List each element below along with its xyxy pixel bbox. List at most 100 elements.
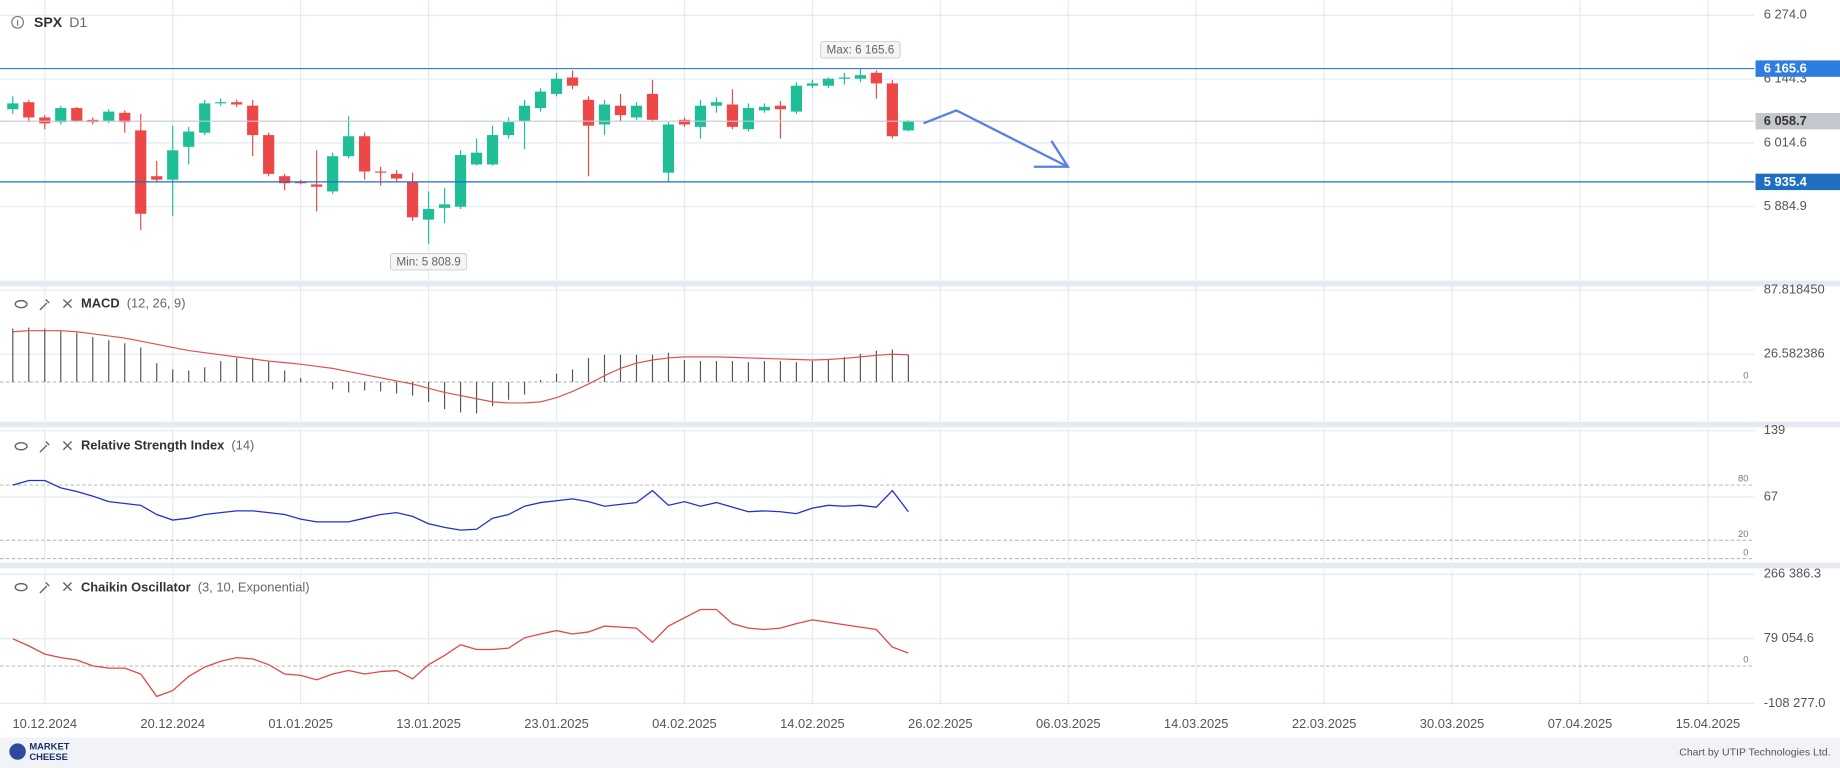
candle-body bbox=[582, 99, 595, 126]
candle-body bbox=[343, 136, 355, 157]
indicator-title: Relative Strength Index bbox=[81, 438, 225, 453]
candle-body bbox=[231, 102, 243, 105]
x-tick-label: 26.02.2025 bbox=[908, 716, 973, 731]
annotation-label: Max: 6 165.6 bbox=[827, 43, 895, 56]
footer-bar bbox=[0, 737, 1840, 768]
x-tick-label: 10.12.2024 bbox=[12, 716, 77, 731]
price-level-label: 6 165.6 bbox=[1764, 61, 1807, 76]
candle-body bbox=[199, 103, 211, 133]
candle-body bbox=[55, 108, 67, 123]
panel-separator bbox=[0, 421, 1840, 428]
close-icon[interactable] bbox=[62, 581, 73, 592]
candle-body bbox=[630, 105, 643, 118]
x-tick-label: 14.03.2025 bbox=[1164, 716, 1229, 731]
candle-body bbox=[886, 83, 898, 137]
candle-body bbox=[694, 105, 707, 127]
candle-body bbox=[311, 184, 323, 187]
indicator-params: (14) bbox=[231, 438, 254, 453]
y-tick-label: 6 014.6 bbox=[1764, 134, 1807, 149]
candle-body bbox=[726, 104, 739, 127]
indicator-line bbox=[12, 608, 909, 698]
candle-body bbox=[854, 75, 866, 79]
eye-icon[interactable] bbox=[14, 442, 28, 451]
close-icon[interactable] bbox=[62, 298, 73, 309]
candle-body bbox=[454, 155, 467, 207]
candle-body bbox=[39, 117, 51, 124]
x-tick-label: 01.01.2025 bbox=[268, 716, 333, 731]
eye-icon[interactable] bbox=[14, 582, 28, 592]
candle-body bbox=[598, 104, 611, 125]
last-price-label: 6 058.7 bbox=[1764, 113, 1807, 128]
y-tick-label: 139 bbox=[1764, 422, 1786, 437]
candle-body bbox=[566, 77, 579, 86]
candle-body bbox=[534, 91, 547, 109]
candle-body bbox=[167, 150, 179, 180]
indicator-params: (12, 26, 9) bbox=[127, 296, 186, 311]
y-tick-label: -108 277.0 bbox=[1764, 695, 1826, 710]
annotation-box bbox=[820, 41, 901, 59]
symbol: SPX bbox=[34, 14, 63, 30]
candle-body bbox=[614, 105, 627, 116]
level-label: 20 bbox=[1738, 528, 1748, 539]
y-tick-label: 87.818450 bbox=[1764, 281, 1825, 296]
x-tick-label: 13.01.2025 bbox=[396, 716, 461, 731]
candle-body bbox=[438, 204, 451, 208]
panel-separator bbox=[0, 280, 1840, 287]
panel-icons bbox=[14, 298, 73, 594]
candle-body bbox=[678, 119, 691, 125]
settings-icon[interactable] bbox=[39, 441, 50, 453]
candle-body bbox=[247, 105, 259, 136]
candle-body bbox=[135, 130, 147, 214]
indicator-title: MACD bbox=[81, 296, 120, 311]
drawn-arrow[interactable] bbox=[923, 109, 1069, 168]
candle-body bbox=[806, 83, 818, 86]
y-tick-label: 67 bbox=[1764, 488, 1778, 503]
candle-body bbox=[279, 176, 291, 184]
info-icon[interactable] bbox=[11, 15, 25, 29]
candle-body bbox=[646, 93, 659, 120]
eye-icon[interactable] bbox=[14, 299, 28, 309]
candle-body bbox=[422, 209, 435, 220]
candle-body bbox=[550, 78, 563, 94]
level-label: 0 bbox=[1743, 370, 1748, 381]
candle-body bbox=[359, 136, 371, 172]
x-tick-label: 07.04.2025 bbox=[1548, 716, 1613, 731]
annotation-box bbox=[390, 253, 468, 271]
level-label: 0 bbox=[1743, 546, 1748, 557]
y-tick-label: 5 884.9 bbox=[1764, 198, 1807, 213]
candle-body bbox=[263, 135, 275, 174]
settings-icon[interactable] bbox=[39, 581, 50, 594]
y-tick-label: 266 386.3 bbox=[1764, 566, 1821, 581]
annotation-label: Min: 5 808.9 bbox=[396, 255, 460, 268]
settings-icon[interactable] bbox=[39, 298, 50, 311]
candle-body bbox=[23, 102, 35, 118]
candle-body bbox=[327, 156, 339, 192]
last-price-box bbox=[1755, 112, 1840, 130]
y-tick-label: 26.582386 bbox=[1764, 346, 1825, 361]
price-level-box bbox=[1755, 173, 1840, 191]
close-icon[interactable] bbox=[62, 441, 73, 451]
timeframe: D1 bbox=[69, 14, 87, 30]
level-label: 80 bbox=[1738, 473, 1748, 484]
candle-body bbox=[838, 77, 850, 79]
candle-body bbox=[391, 173, 403, 179]
x-tick-label: 20.12.2024 bbox=[140, 716, 205, 731]
candle-body bbox=[742, 108, 755, 130]
x-tick-label: 30.03.2025 bbox=[1420, 716, 1485, 731]
candle-body bbox=[183, 131, 195, 147]
candle-body bbox=[710, 102, 723, 106]
x-tick-label: 22.03.2025 bbox=[1292, 716, 1357, 731]
logo-icon bbox=[9, 743, 26, 760]
candle-body bbox=[502, 122, 515, 136]
indicator-params: (3, 10, Exponential) bbox=[198, 580, 310, 595]
y-tick-label: 79 054.6 bbox=[1764, 630, 1814, 645]
indicator-title: Chaikin Oscillator bbox=[81, 580, 191, 595]
candle-body bbox=[406, 182, 419, 218]
candle-body bbox=[486, 135, 499, 165]
candle-body bbox=[215, 102, 227, 104]
signal-line bbox=[12, 330, 909, 404]
candle-body bbox=[295, 182, 307, 184]
x-tick-label: 23.01.2025 bbox=[524, 716, 589, 731]
